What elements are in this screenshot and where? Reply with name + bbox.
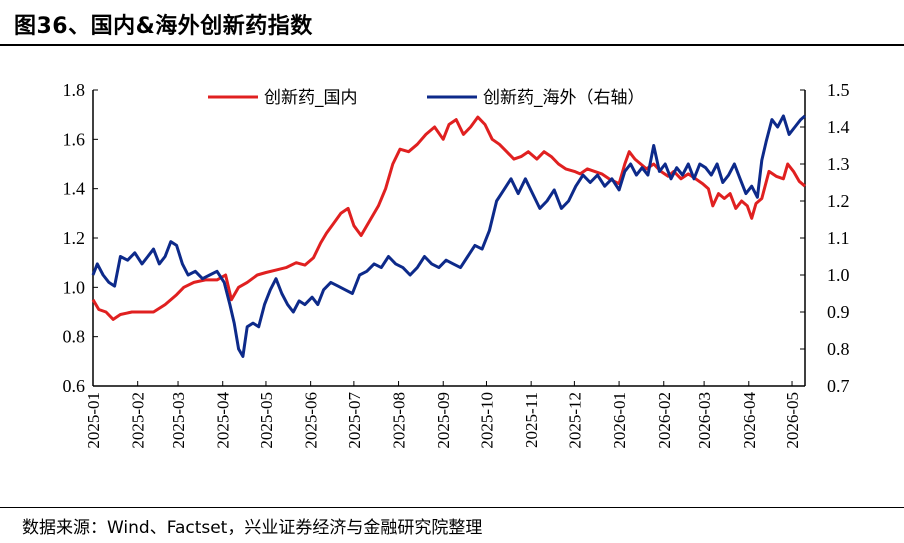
x-tick-label: 2025-10	[477, 392, 496, 449]
x-tick-label: 2025-09	[434, 392, 453, 449]
x-tick-label: 2025-03	[169, 392, 188, 449]
x-tick-label: 2025-02	[129, 392, 148, 449]
right-tick-label: 0.7	[827, 376, 850, 396]
plot-frame	[92, 90, 806, 387]
left-tick-label: 1.6	[63, 129, 86, 149]
x-tick-label: 2026-04	[740, 392, 759, 449]
series-line-overseas	[91, 114, 806, 358]
title-rule	[0, 44, 904, 46]
x-tick-label: 2025-07	[345, 392, 364, 449]
series-line-domestic	[91, 115, 806, 321]
x-tick-label: 2026-05	[783, 392, 802, 449]
left-tick-label: 1.4	[63, 179, 86, 199]
right-tick-label: 1.2	[827, 191, 850, 211]
line-chart: 0.6 0.8 1.0 1.2 1.4 1.6 1.8 0.7 0.8 0.9 1.0 1.1 1.2…	[63, 80, 850, 449]
left-axis: 0.6 0.8 1.0 1.2 1.4 1.6 1.8	[63, 80, 98, 396]
legend: 创新药_国内 创新药_海外（右轴）	[208, 88, 645, 108]
x-tick-label: 2025-11	[522, 392, 541, 448]
right-axis: 0.7 0.8 0.9 1.0 1.1 1.2 1.3 1.4 1.5	[800, 80, 850, 396]
left-tick-label: 1.8	[63, 80, 86, 100]
figure-title: 图36、国内&海外创新药指数	[14, 14, 313, 39]
right-tick-label: 1.4	[827, 117, 850, 137]
x-tick-label: 2025-12	[565, 392, 584, 449]
right-tick-label: 0.8	[827, 339, 850, 359]
left-tick-label: 0.6	[63, 376, 86, 396]
right-tick-label: 1.0	[827, 265, 850, 285]
x-tick-label: 2025-08	[390, 392, 409, 449]
x-tick-label: 2025-01	[84, 392, 103, 449]
series-lines	[91, 114, 806, 358]
x-tick-label: 2025-04	[214, 392, 233, 449]
x-tick-label: 2025-06	[302, 392, 321, 449]
x-tick-label: 2026-01	[610, 392, 629, 449]
left-tick-label: 0.8	[63, 327, 86, 347]
legend-label: 创新药_国内	[264, 88, 358, 108]
right-tick-label: 1.3	[827, 154, 850, 174]
right-tick-label: 1.1	[827, 228, 850, 248]
source-note: 数据来源：Wind、Factset，兴业证券经济与金融研究院整理	[22, 518, 483, 538]
x-tick-label: 2026-02	[655, 392, 674, 449]
left-tick-label: 1.2	[63, 228, 86, 248]
source-rule	[0, 507, 904, 508]
x-tick-label: 2025-05	[257, 392, 276, 449]
right-tick-label: 0.9	[827, 302, 850, 322]
right-tick-label: 1.5	[827, 80, 850, 100]
legend-label: 创新药_海外（右轴）	[483, 88, 645, 108]
left-tick-label: 1.0	[63, 277, 86, 297]
x-axis: 2025-01 2025-02 2025-03 2025-04 2025-05 2025-…	[84, 381, 802, 449]
x-tick-label: 2026-03	[695, 392, 714, 449]
